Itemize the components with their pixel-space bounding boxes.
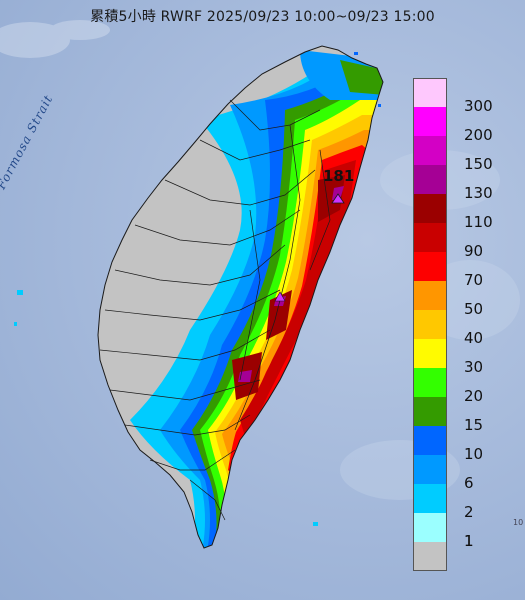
max-rainfall-marker — [331, 193, 345, 204]
taiwan-coastline — [97, 45, 384, 549]
legend-swatch — [413, 136, 447, 165]
legend-swatch — [413, 165, 447, 194]
map-title: 累積5小時 RWRF 2025/09/23 10:00~09/23 15:00 — [90, 9, 435, 25]
legend-row: 2 — [413, 484, 518, 521]
legend-label: 300 — [464, 97, 493, 115]
legend-row: 15 — [413, 397, 518, 434]
legend-label: 1 — [464, 532, 474, 550]
legend-swatch — [413, 107, 447, 136]
legend-row: 300 — [413, 78, 518, 115]
legend-label: 50 — [464, 300, 484, 318]
legend-swatch — [413, 455, 447, 484]
basin-boundaries — [99, 99, 331, 521]
offshore-echoes — [14, 52, 381, 526]
legend-row: 130 — [413, 165, 518, 202]
legend-row: 40 — [413, 310, 518, 347]
legend-swatch — [413, 484, 447, 513]
legend-row: 20 — [413, 368, 518, 405]
legend-swatch — [413, 339, 447, 368]
legend-row: 30 — [413, 339, 518, 376]
legend-label: 130 — [464, 184, 493, 202]
legend-row: 70 — [413, 252, 518, 289]
legend-row: 10 — [413, 426, 518, 463]
legend-label: 110 — [464, 213, 493, 231]
legend-label: 20 — [464, 387, 484, 405]
color-legend: 300 200 150 130 110 90 70 50 40 30 20 15 10 6 2 1 1 — [413, 78, 518, 571]
legend-label: 10 — [464, 445, 484, 463]
legend-row: 50 — [413, 281, 518, 318]
legend-swatch — [413, 281, 447, 310]
legend-row: 200 — [413, 107, 518, 144]
legend-label: 150 — [464, 155, 493, 173]
legend-swatch — [413, 78, 447, 107]
legend-row: 90 — [413, 223, 518, 260]
legend-row: 150 — [413, 136, 518, 173]
edge-label: 10 — [513, 518, 524, 527]
legend-row: 6 — [413, 455, 518, 492]
legend-row: 110 — [413, 194, 518, 231]
legend-label: 15 — [464, 416, 484, 434]
legend-swatch — [413, 310, 447, 339]
legend-label: 90 — [464, 242, 484, 260]
peak-marker-central — [274, 291, 286, 302]
legend-swatch — [413, 426, 447, 455]
legend-swatch — [413, 194, 447, 223]
legend-label: 30 — [464, 358, 484, 376]
legend-label-bottom: 1 — [464, 532, 474, 550]
legend-label: 6 — [464, 474, 474, 492]
legend-label: 70 — [464, 271, 484, 289]
legend-swatch — [413, 542, 447, 571]
legend-swatch — [413, 397, 447, 426]
legend-swatch — [413, 513, 447, 542]
legend-label: 40 — [464, 329, 484, 347]
legend-label: 200 — [464, 126, 493, 144]
legend-label: 2 — [464, 503, 474, 521]
legend-swatch — [413, 252, 447, 281]
legend-swatch — [413, 368, 447, 397]
legend-swatch — [413, 223, 447, 252]
max-value-label: 181 — [323, 167, 355, 185]
